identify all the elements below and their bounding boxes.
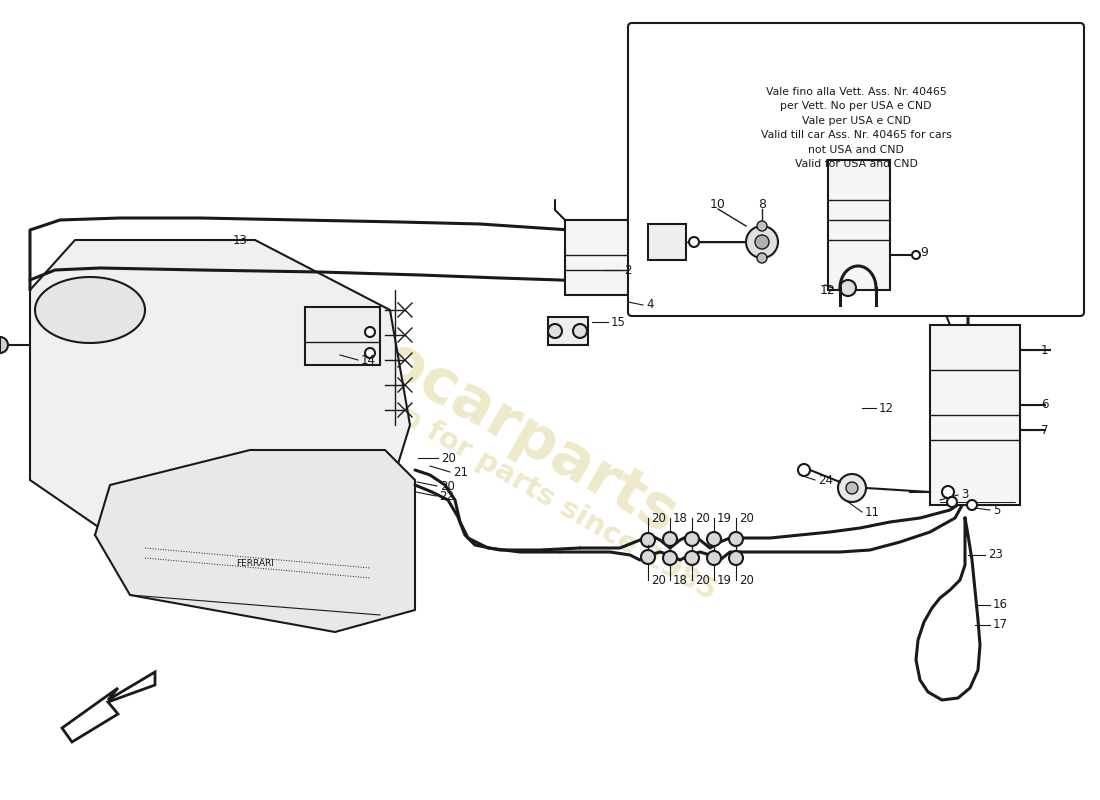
Circle shape xyxy=(757,253,767,263)
Polygon shape xyxy=(35,277,145,343)
Text: 16: 16 xyxy=(993,598,1008,611)
Bar xyxy=(828,160,890,290)
Text: 19: 19 xyxy=(717,574,732,586)
Text: 15: 15 xyxy=(610,315,626,329)
Bar xyxy=(648,224,686,260)
Text: 14: 14 xyxy=(361,354,376,366)
Polygon shape xyxy=(30,240,410,535)
Text: 20: 20 xyxy=(651,574,666,586)
Circle shape xyxy=(365,348,375,358)
Text: 20: 20 xyxy=(695,511,710,525)
Text: Vale fino alla Vett. Ass. Nr. 40465
per Vett. No per USA e CND
Vale per USA e CN: Vale fino alla Vett. Ass. Nr. 40465 per … xyxy=(760,87,952,169)
Text: 9: 9 xyxy=(920,246,928,259)
Text: 13: 13 xyxy=(233,234,248,246)
Text: 12: 12 xyxy=(821,283,836,297)
Circle shape xyxy=(0,337,8,353)
Text: 20: 20 xyxy=(651,511,666,525)
Text: 8: 8 xyxy=(758,198,766,211)
Text: 1: 1 xyxy=(1041,343,1048,357)
Circle shape xyxy=(641,533,654,547)
Text: 18: 18 xyxy=(673,574,688,586)
Circle shape xyxy=(757,221,767,231)
Text: 23: 23 xyxy=(988,549,1003,562)
Text: 11: 11 xyxy=(865,506,880,518)
Bar xyxy=(930,325,1020,505)
Circle shape xyxy=(840,280,856,296)
Polygon shape xyxy=(95,450,415,632)
Circle shape xyxy=(573,324,587,338)
Text: 20: 20 xyxy=(739,574,754,586)
Circle shape xyxy=(967,500,977,510)
Circle shape xyxy=(707,551,721,565)
Circle shape xyxy=(663,532,676,546)
Text: 19: 19 xyxy=(717,511,732,525)
Circle shape xyxy=(798,464,810,476)
Text: 20: 20 xyxy=(739,511,754,525)
Bar xyxy=(305,307,380,365)
Bar xyxy=(565,220,654,295)
Circle shape xyxy=(947,497,957,507)
Circle shape xyxy=(689,237,698,247)
Circle shape xyxy=(685,551,698,565)
Text: 17: 17 xyxy=(993,618,1008,631)
Text: 7: 7 xyxy=(1041,423,1048,437)
Text: FERRARI: FERRARI xyxy=(236,558,274,567)
Text: 21: 21 xyxy=(453,466,468,478)
Circle shape xyxy=(746,226,778,258)
Circle shape xyxy=(942,486,954,498)
Text: 10: 10 xyxy=(711,198,726,211)
Text: a passion for parts since 1985: a passion for parts since 1985 xyxy=(278,334,722,606)
Circle shape xyxy=(729,532,743,546)
Text: 4: 4 xyxy=(646,298,653,311)
Circle shape xyxy=(846,482,858,494)
Text: 18: 18 xyxy=(673,511,688,525)
Text: 6: 6 xyxy=(1041,398,1048,411)
Polygon shape xyxy=(62,672,155,742)
Circle shape xyxy=(838,474,866,502)
Circle shape xyxy=(663,551,676,565)
Text: eurocarparts: eurocarparts xyxy=(273,273,688,547)
Text: 20: 20 xyxy=(441,451,455,465)
Text: 20: 20 xyxy=(440,479,455,493)
Text: 3: 3 xyxy=(961,489,968,502)
Circle shape xyxy=(641,550,654,564)
Circle shape xyxy=(729,551,743,565)
Text: 20: 20 xyxy=(695,574,710,586)
Circle shape xyxy=(685,532,698,546)
Circle shape xyxy=(548,324,562,338)
Circle shape xyxy=(912,251,920,259)
Bar xyxy=(548,317,588,345)
Text: 12: 12 xyxy=(879,402,894,414)
Circle shape xyxy=(707,532,721,546)
Text: 24: 24 xyxy=(818,474,833,486)
Circle shape xyxy=(755,235,769,249)
Text: 2: 2 xyxy=(624,263,631,277)
Circle shape xyxy=(365,327,375,337)
FancyBboxPatch shape xyxy=(628,23,1084,316)
Text: 22: 22 xyxy=(439,490,454,502)
Text: 5: 5 xyxy=(993,503,1000,517)
